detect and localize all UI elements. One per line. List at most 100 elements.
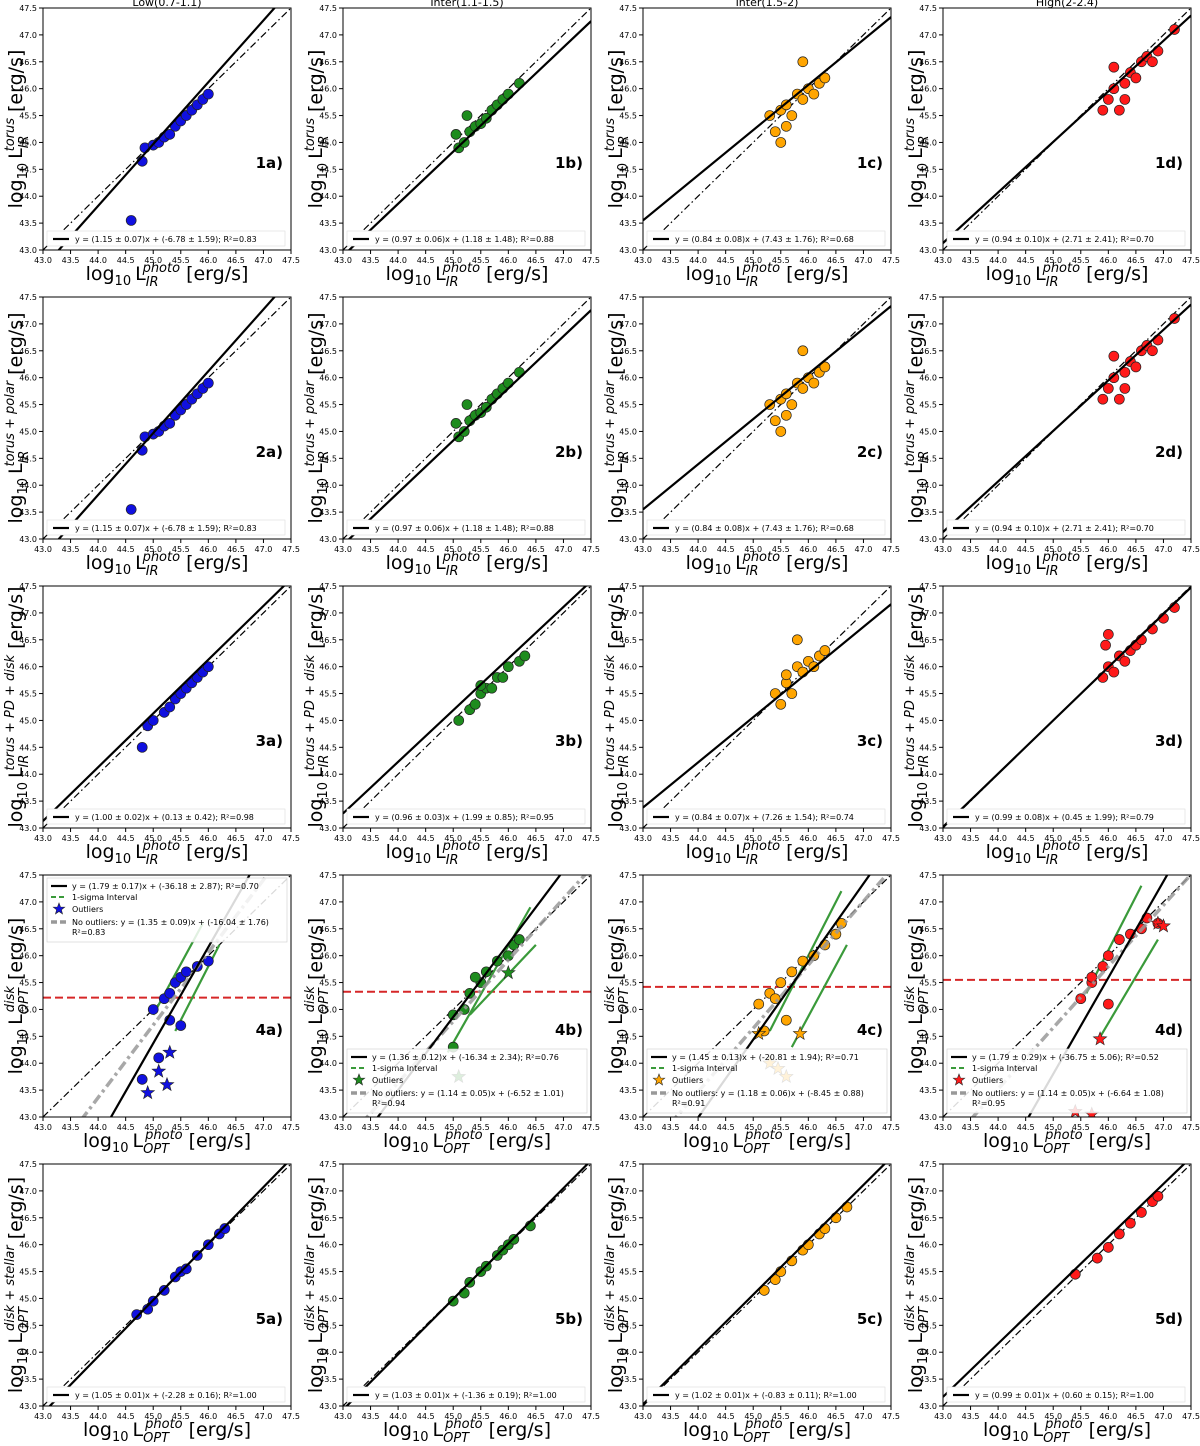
label-symbol: L bbox=[5, 1014, 27, 1025]
label-log: log bbox=[305, 179, 327, 208]
y-tick-label: 47.0 bbox=[19, 320, 37, 329]
y-tick-label: 44.5 bbox=[319, 454, 337, 463]
label-unit: [erg/s] bbox=[605, 50, 627, 112]
y-tick-label: 44.5 bbox=[919, 1321, 937, 1330]
x-tick-label: 47.5 bbox=[882, 834, 900, 843]
label-symbol: L bbox=[435, 263, 446, 285]
fit-line bbox=[57, 297, 276, 539]
data-point bbox=[1119, 655, 1131, 667]
outlier bbox=[1092, 1031, 1108, 1046]
axis-label: log10 LIRtorus + PD + disk [erg/s] bbox=[303, 586, 332, 827]
data-point bbox=[1108, 350, 1120, 362]
data-point bbox=[819, 1223, 831, 1234]
label-sup: torus + PD + disk bbox=[303, 654, 318, 770]
label-sup: torus + PD + disk bbox=[3, 654, 18, 770]
y-tick-label: 45.5 bbox=[319, 112, 337, 121]
label-base: 10 bbox=[16, 782, 31, 799]
x-tick-label: 45.0 bbox=[144, 545, 162, 554]
x-tick-label: 44.5 bbox=[117, 834, 135, 843]
label-unit: [erg/s] bbox=[189, 1130, 251, 1152]
label-unit: [erg/s] bbox=[905, 1177, 927, 1239]
x-tick-label: 44.0 bbox=[689, 1123, 707, 1132]
panel-label: 5a) bbox=[256, 1310, 283, 1328]
data-point bbox=[780, 1014, 792, 1026]
y-tick-label: 46.5 bbox=[319, 58, 337, 67]
y-tick-label: 46.5 bbox=[319, 925, 337, 934]
x-tick-label: 44.0 bbox=[89, 834, 107, 843]
fit-line bbox=[643, 1164, 887, 1406]
x-tick-label: 45.0 bbox=[744, 1123, 762, 1132]
data-point bbox=[153, 1052, 165, 1064]
data-point bbox=[450, 418, 462, 429]
x-tick-label: 43.0 bbox=[934, 545, 952, 554]
label-base: 10 bbox=[316, 1348, 331, 1365]
data-point bbox=[780, 409, 792, 421]
x-tick-label: 43.5 bbox=[62, 1412, 80, 1421]
x-tick-label: 45.0 bbox=[444, 545, 462, 554]
y-tick-label: 47.0 bbox=[19, 898, 37, 907]
label-log: log bbox=[983, 1130, 1012, 1152]
x-tick-label: 46.5 bbox=[227, 1412, 245, 1421]
legend-text: Outliers bbox=[672, 1076, 703, 1085]
x-tick-label: 47.5 bbox=[882, 1123, 900, 1132]
x-tick-label: 47.0 bbox=[255, 834, 273, 843]
label-base: 10 bbox=[916, 163, 931, 180]
label-log: log bbox=[86, 263, 115, 285]
label-log: log bbox=[305, 1045, 327, 1074]
x-tick-label: 44.0 bbox=[989, 1412, 1007, 1421]
x-tick-label: 47.0 bbox=[1155, 256, 1173, 265]
y-tick-label: 44.5 bbox=[619, 743, 637, 752]
x-tick-label: 47.5 bbox=[282, 545, 300, 554]
data-point bbox=[786, 688, 798, 699]
plot-area bbox=[643, 297, 891, 539]
data-point bbox=[175, 1020, 187, 1031]
x-tick-label: 44.0 bbox=[89, 545, 107, 554]
y-tick-label: 43.0 bbox=[319, 1113, 337, 1122]
x-tick-label: 46.0 bbox=[799, 834, 817, 843]
legend-text: R²=0.94 bbox=[372, 1099, 405, 1108]
y-tick-label: 46.5 bbox=[19, 1214, 37, 1223]
panel-label: 2d) bbox=[1155, 443, 1183, 461]
y-tick-label: 43.5 bbox=[919, 508, 937, 517]
label-base: 10 bbox=[712, 1141, 729, 1156]
data-point bbox=[1086, 971, 1098, 983]
axis-label: log10 LIRtorus [erg/s] bbox=[303, 50, 332, 209]
label-sup: torus bbox=[3, 118, 18, 152]
label-base: 10 bbox=[1015, 852, 1032, 867]
x-tick-label: 46.5 bbox=[227, 256, 245, 265]
x-tick-label: 45.5 bbox=[1072, 1123, 1090, 1132]
x-tick-label: 47.0 bbox=[855, 834, 873, 843]
y-tick-label: 45.5 bbox=[19, 979, 37, 988]
column-title: Inter(1.5-2) bbox=[736, 0, 799, 9]
axis-label: log10 LOPTdisk [erg/s] bbox=[903, 918, 932, 1075]
y-tick-label: 44.5 bbox=[19, 165, 37, 174]
y-tick-label: 45.0 bbox=[19, 138, 37, 147]
x-tick-label: 44.0 bbox=[689, 256, 707, 265]
x-tick-label: 47.5 bbox=[1182, 834, 1200, 843]
y-tick-label: 43.5 bbox=[919, 1086, 937, 1095]
y-tick-label: 47.5 bbox=[319, 871, 337, 880]
label-unit: [erg/s] bbox=[305, 918, 327, 980]
x-tick-label: 43.0 bbox=[34, 256, 52, 265]
label-log: log bbox=[905, 179, 927, 208]
legend-text: Outliers bbox=[972, 1076, 1003, 1085]
label-sub: OPT bbox=[917, 1306, 932, 1333]
x-tick-label: 47.0 bbox=[855, 545, 873, 554]
data-point bbox=[819, 361, 831, 373]
panel-label: 3b) bbox=[555, 732, 583, 750]
axis-label: log10 LOPTdisk + stellar [erg/s] bbox=[903, 1177, 932, 1393]
y-tick-label: 43.0 bbox=[19, 1402, 37, 1411]
x-tick-label: 45.0 bbox=[744, 1412, 762, 1421]
y-tick-label: 45.0 bbox=[919, 138, 937, 147]
y-tick-label: 43.5 bbox=[319, 508, 337, 517]
panel: 43.0 43.5 44.0 44.5 45.0 45.5 46.0 46.5 47.0 47.5… bbox=[303, 293, 600, 579]
x-tick-label: 45.5 bbox=[1072, 1412, 1090, 1421]
label-sub: IR bbox=[746, 564, 759, 579]
frame bbox=[942, 585, 1192, 829]
label-unit: [erg/s] bbox=[786, 263, 848, 285]
y-tick-label: 44.0 bbox=[319, 481, 337, 490]
x-tick-label: 45.5 bbox=[172, 834, 190, 843]
y-tick-label: 43.5 bbox=[619, 1375, 637, 1384]
x-tick-label: 45.0 bbox=[444, 256, 462, 265]
data-point bbox=[797, 383, 809, 394]
